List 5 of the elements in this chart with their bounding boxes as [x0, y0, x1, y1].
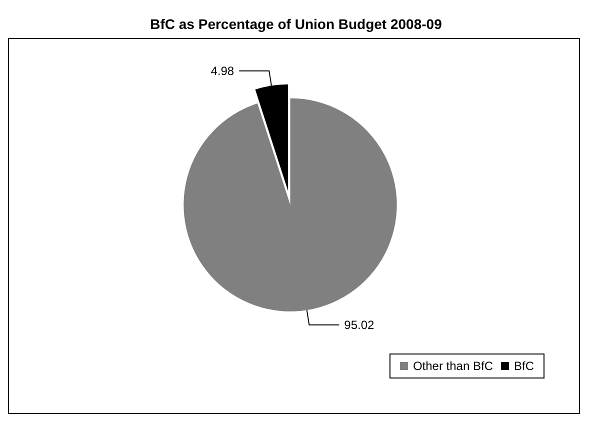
legend-label: BfC — [514, 359, 534, 373]
data-label: 4.98 — [210, 64, 234, 78]
chart-title: BfC as Percentage of Union Budget 2008-09 — [150, 16, 442, 32]
legend-label: Other than BfC — [412, 359, 494, 373]
data-label: 95.02 — [344, 318, 375, 332]
